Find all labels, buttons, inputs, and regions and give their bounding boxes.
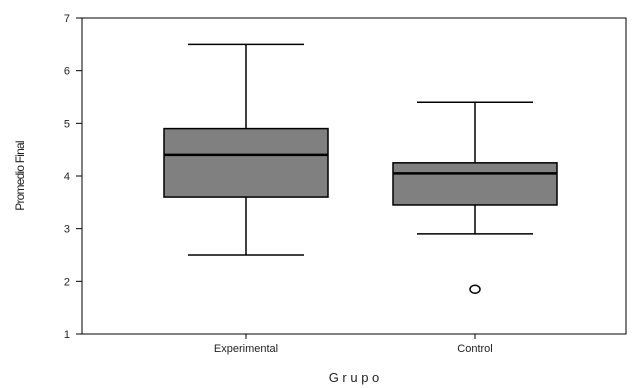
x-axis-labels: Experimental Control <box>214 334 493 355</box>
y-tick-label: 6 <box>64 66 70 78</box>
x-category-label: Control <box>457 343 492 355</box>
box-iqr <box>392 162 558 206</box>
y-tick-label: 3 <box>64 224 70 236</box>
x-axis-title: G r u p o <box>329 370 380 385</box>
box-iqr <box>163 127 329 198</box>
y-tick-label: 7 <box>64 13 70 25</box>
y-tick-label: 5 <box>64 118 70 130</box>
y-tick-label: 4 <box>64 171 70 183</box>
outlier-point <box>469 284 481 294</box>
x-category-label: Experimental <box>214 343 278 355</box>
y-tick-label: 1 <box>64 329 70 341</box>
y-axis: 1 2 3 4 5 6 7 <box>64 13 82 341</box>
y-tick-label: 2 <box>64 276 70 288</box>
y-axis-title: Promedio Final <box>13 141 27 211</box>
boxes-group <box>163 43 558 294</box>
